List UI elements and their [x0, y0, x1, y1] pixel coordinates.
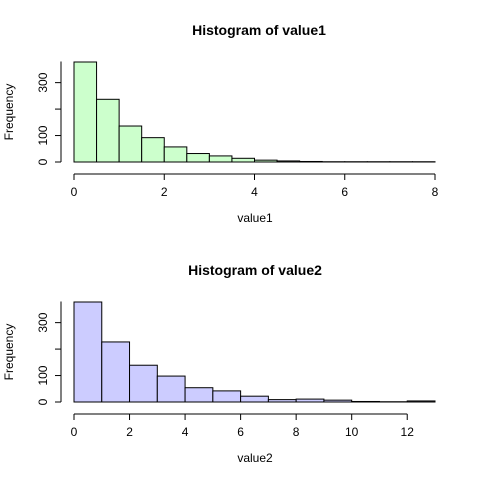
x-tick-label: 6 — [341, 185, 348, 199]
bar-group — [74, 302, 435, 402]
y-tick-label: 0 — [36, 398, 50, 405]
histogram-bar — [324, 400, 352, 402]
histogram-panel-value1: Histogram of value1 value1 Frequency 0 2 4… — [2, 22, 439, 225]
histogram-panel-value2: Histogram of value2 value2 Frequency 0 2 4… — [2, 262, 435, 465]
x-tick-label: 0 — [71, 185, 78, 199]
y-tick-label: 0 — [36, 158, 50, 165]
y-axis: 0 100 300 — [36, 301, 61, 405]
x-tick-label: 6 — [237, 425, 244, 439]
histogram-bar — [97, 99, 120, 162]
histogram-bar — [119, 126, 142, 162]
histogram-bar — [268, 400, 296, 402]
x-axis-label: value2 — [237, 451, 273, 465]
histogram-bar — [255, 160, 278, 162]
y-tick-label: 300 — [36, 312, 50, 332]
histogram-bar — [209, 156, 232, 162]
histogram-bar — [130, 365, 158, 402]
histogram-bar — [187, 154, 210, 162]
histogram-bar — [213, 391, 241, 402]
x-tick-label: 2 — [126, 425, 133, 439]
y-tick-label: 100 — [36, 125, 50, 145]
x-tick-label: 8 — [293, 425, 300, 439]
y-tick-label: 300 — [36, 72, 50, 92]
x-tick-label: 10 — [345, 425, 359, 439]
y-axis: 0 100 300 — [36, 61, 61, 165]
x-tick-label: 0 — [71, 425, 78, 439]
histogram-bar — [277, 161, 300, 162]
x-tick-label: 4 — [182, 425, 189, 439]
bar-group — [74, 62, 435, 162]
histogram-bar — [407, 401, 435, 402]
histogram-bar — [232, 158, 255, 162]
x-tick-label: 2 — [161, 185, 168, 199]
y-axis-label: Frequency — [2, 324, 16, 381]
y-tick-label: 100 — [36, 365, 50, 385]
histogram-bar — [241, 396, 269, 402]
histogram-bar — [300, 161, 323, 162]
x-tick-label: 12 — [401, 425, 415, 439]
chart-title: Histogram of value2 — [188, 262, 322, 278]
histogram-bar — [185, 388, 213, 402]
x-tick-label: 8 — [432, 185, 439, 199]
histogram-bar — [164, 147, 187, 162]
x-axis-label: value1 — [237, 211, 273, 225]
x-tick-label: 4 — [251, 185, 258, 199]
x-axis: 0 2 4 6 8 — [71, 174, 439, 199]
x-axis: 0 2 4 6 8 10 12 — [71, 414, 415, 439]
chart-title: Histogram of value1 — [192, 22, 326, 38]
histogram-bar — [74, 302, 102, 402]
histogram-bar — [157, 376, 185, 402]
histogram-bar — [74, 62, 97, 162]
histogram-bar — [102, 342, 130, 402]
histogram-bar — [296, 399, 324, 402]
y-axis-label: Frequency — [2, 84, 16, 141]
histogram-bar — [352, 401, 380, 402]
histogram-bar — [142, 138, 165, 162]
